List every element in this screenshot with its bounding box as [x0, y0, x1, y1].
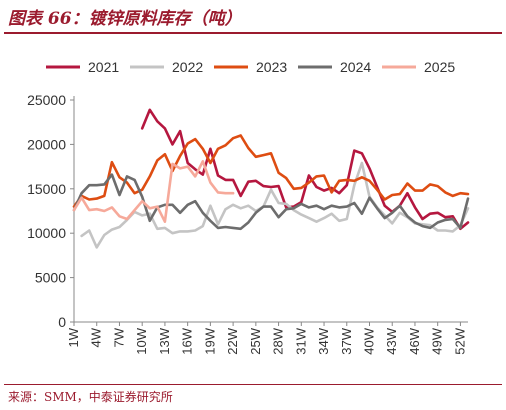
x-tick-label: 31W: [293, 327, 308, 354]
x-tick-label: 46W: [407, 327, 422, 354]
y-tick-label: 10000: [27, 225, 66, 241]
y-tick-label: 15000: [27, 181, 66, 197]
series-line-2022: [80, 161, 470, 249]
x-tick-label: 7W: [111, 327, 126, 347]
x-tick-label: 4W: [89, 327, 104, 347]
source-note: 来源：SMM，中泰证券研究所: [8, 390, 173, 404]
y-tick-label: 25000: [27, 92, 66, 108]
legend-label-2022: 2022: [172, 59, 203, 75]
x-axis: 1W 4W 7W 10W 13W 16W 19W 22W 25W 28W 31W 34W 37W 40W 4…: [66, 321, 468, 355]
legend-label-2024: 2024: [340, 59, 371, 75]
title-divider: [4, 32, 502, 34]
series-line-2025: [72, 160, 235, 223]
x-tick-label: 28W: [271, 327, 286, 354]
x-tick-label: 49W: [430, 327, 445, 354]
x-tick-label: 34W: [316, 327, 331, 354]
figure-title: 图表 66：镀锌原料库存（吨）: [8, 9, 242, 29]
x-tick-label: 1W: [66, 327, 81, 347]
x-tick-label: 52W: [452, 327, 467, 354]
x-tick-label: 37W: [339, 327, 354, 354]
y-tick-label: 5000: [35, 270, 66, 286]
legend-label-2025: 2025: [424, 59, 455, 75]
y-tick-label: 0: [58, 314, 66, 330]
x-tick-label: 22W: [225, 327, 240, 354]
x-tick-label: 13W: [157, 327, 172, 354]
x-tick-label: 10W: [134, 327, 149, 354]
legend-label-2021: 2021: [88, 59, 119, 75]
series-line-2021: [140, 108, 470, 231]
x-tick-label: 25W: [248, 327, 263, 354]
inventory-line-chart: 2021 2022 2023 2024 2025 0 5000 10000 15000 2000…: [27, 59, 470, 355]
x-tick-label: 19W: [202, 327, 217, 354]
y-tick-label: 20000: [27, 136, 66, 152]
source-divider: [4, 384, 502, 385]
series-line-2024: [72, 173, 470, 231]
legend-label-2023: 2023: [256, 59, 287, 75]
x-tick-label: 43W: [384, 327, 399, 354]
x-tick-label: 40W: [362, 327, 377, 354]
plot-series: [72, 108, 470, 249]
legend: 2021 2022 2023 2024 2025: [46, 59, 455, 75]
y-axis: 0 5000 10000 15000 20000 25000: [27, 92, 75, 330]
x-tick-label: 16W: [180, 327, 195, 354]
